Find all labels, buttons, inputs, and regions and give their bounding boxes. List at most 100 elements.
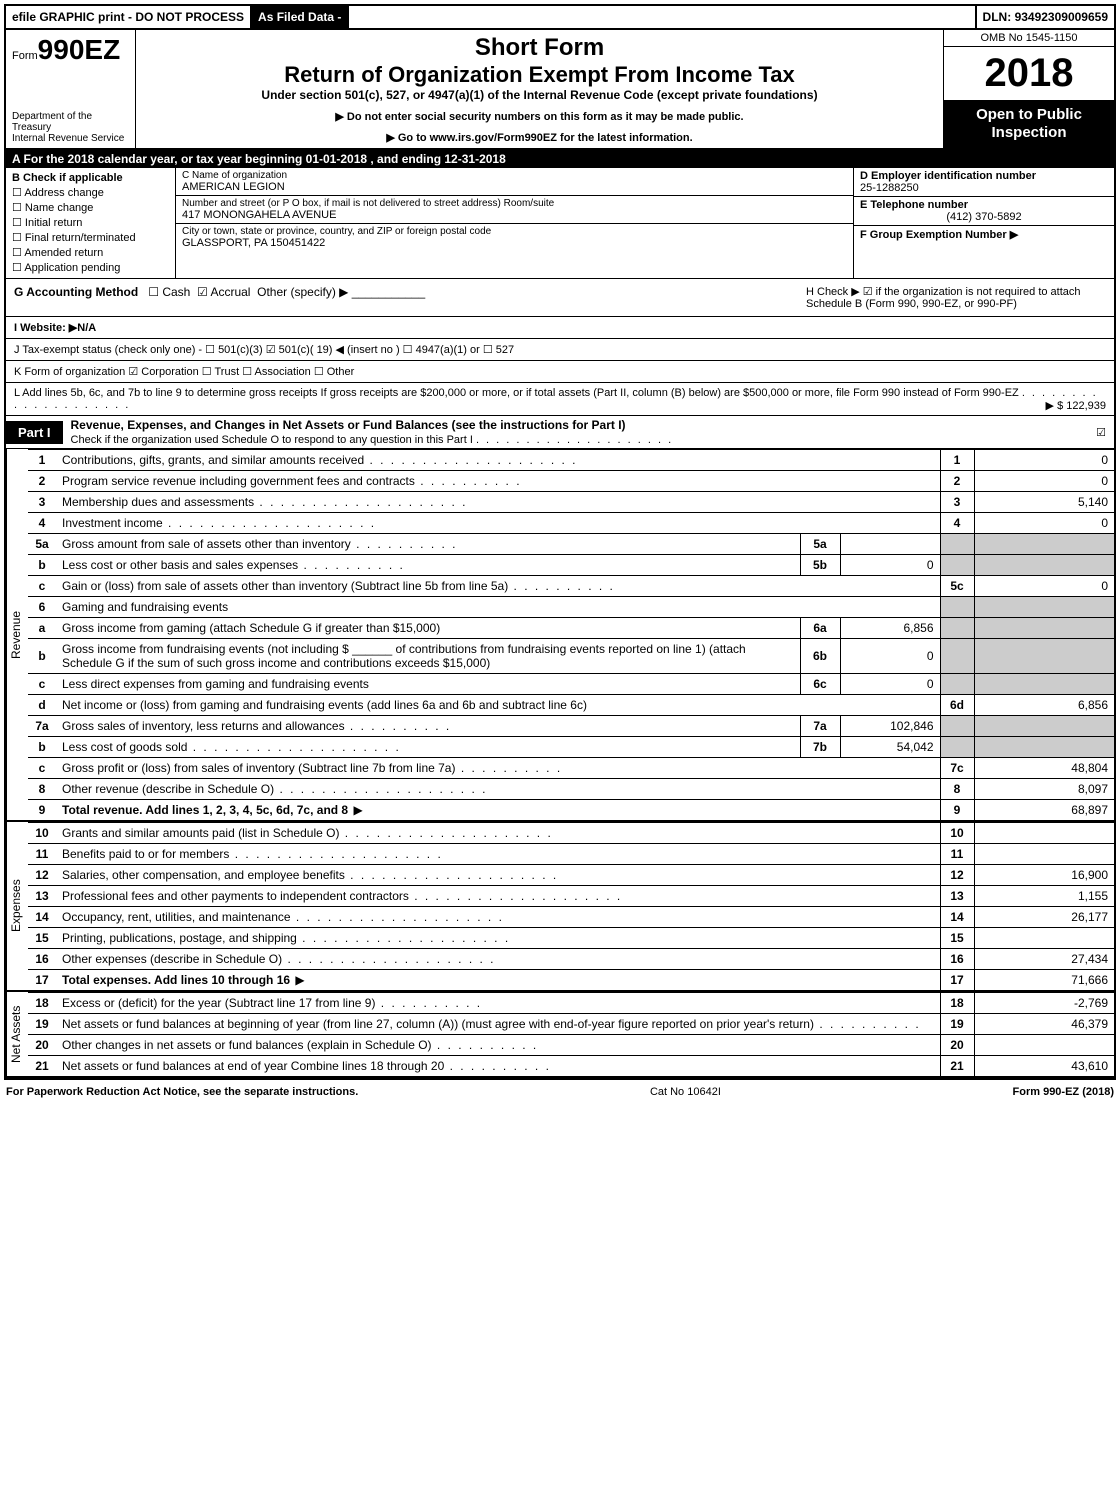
form-prefix: Form [12,50,38,62]
tel-row: E Telephone number (412) 370-5892 [854,197,1114,226]
part1-checked[interactable]: ☑ [1088,424,1114,441]
line-6d-box: 6d [940,695,974,716]
line-8-box: 8 [940,779,974,800]
line-7c-desc: Gross profit or (loss) from sales of inv… [62,761,455,775]
shade [974,639,1114,674]
shade [974,618,1114,639]
revenue-section: Revenue 1 Contributions, gifts, grants, … [6,449,1114,822]
check-amended-return[interactable]: Amended return [12,246,169,259]
line-5b: b Less cost or other basis and sales exp… [28,555,1114,576]
check-initial-return[interactable]: Initial return [12,216,169,229]
ein-value: 25-1288250 [860,182,1108,194]
line-8-num: 8 [28,779,56,800]
line-6d-val: 6,856 [974,695,1114,716]
open-public: Open to Public Inspection [944,100,1114,148]
line-6-desc: Gaming and fundraising events [56,597,940,618]
line-10-num: 10 [28,823,56,844]
line-10-box: 10 [940,823,974,844]
g-label: G Accounting Method [14,285,138,299]
line-5c-box: 5c [940,576,974,597]
line-6c: c Less direct expenses from gaming and f… [28,674,1114,695]
line-21-box: 21 [940,1056,974,1077]
org-addr-row: Number and street (or P O box, if mail i… [176,196,853,224]
shade [974,674,1114,695]
shade [974,716,1114,737]
line-18-val: -2,769 [974,993,1114,1014]
line-14-val: 26,177 [974,907,1114,928]
line-2-desc: Program service revenue including govern… [62,474,415,488]
line-7a-desc: Gross sales of inventory, less returns a… [62,719,345,733]
tax-year: 2018 [944,47,1114,100]
line-2-num: 2 [28,471,56,492]
dots [254,495,467,509]
header-right: OMB No 1545-1150 2018 Open to Public Ins… [944,30,1114,148]
line-18-box: 18 [940,993,974,1014]
footer-right: Form 990-EZ (2018) [1013,1086,1114,1098]
line-15-val [974,928,1114,949]
form-subtitle: Under section 501(c), 527, or 4947(a)(1)… [146,88,933,102]
line-11: 11 Benefits paid to or for members 11 [28,844,1114,865]
line-6d: d Net income or (loss) from gaming and f… [28,695,1114,716]
line-7c: c Gross profit or (loss) from sales of i… [28,758,1114,779]
form-container: efile GRAPHIC print - DO NOT PROCESS As … [4,4,1116,1080]
department: Department of the Treasury Internal Reve… [12,111,129,144]
line-12-val: 16,900 [974,865,1114,886]
check-name-change[interactable]: Name change [12,201,169,214]
line-13-num: 13 [28,886,56,907]
line-16-desc: Other expenses (describe in Schedule O) [62,952,282,966]
line-4-num: 4 [28,513,56,534]
line-6-num: 6 [28,597,56,618]
dots [297,931,510,945]
dots [290,973,307,987]
netassets-section: Net Assets 18 Excess or (deficit) for th… [6,992,1114,1078]
line-6c-num: c [28,674,56,695]
netassets-label: Net Assets [6,992,28,1076]
line-19: 19 Net assets or fund balances at beginn… [28,1014,1114,1035]
shade [940,534,974,555]
line-8-val: 8,097 [974,779,1114,800]
part1-dots [476,434,673,446]
line-6b-desc: Gross income from fundraising events (no… [56,639,800,674]
l-text: L Add lines 5b, 6c, and 7b to line 9 to … [14,387,1019,399]
line-18-desc: Excess or (deficit) for the year (Subtra… [62,996,375,1010]
note2: ▶ Go to www.irs.gov/Form990EZ for the la… [146,131,933,144]
line-6a: a Gross income from gaming (attach Sched… [28,618,1114,639]
line-14: 14 Occupancy, rent, utilities, and maint… [28,907,1114,928]
l-amount: ▶ $ 122,939 [1046,399,1106,412]
line-21: 21 Net assets or fund balances at end of… [28,1056,1114,1077]
accrual-checkbox[interactable]: Accrual [197,285,250,299]
line-5c-num: c [28,576,56,597]
line-21-desc: Net assets or fund balances at end of ye… [62,1059,444,1073]
cash-checkbox[interactable]: Cash [148,285,190,299]
line-7b: b Less cost of goods sold 7b 54,042 [28,737,1114,758]
dots [348,803,365,817]
org-name-row: C Name of organization AMERICAN LEGION [176,168,853,196]
row-j: J Tax-exempt status (check only one) - ☐… [6,339,1114,361]
line-14-num: 14 [28,907,56,928]
line-1-desc: Contributions, gifts, grants, and simila… [62,453,364,467]
dots [339,826,552,840]
line-3-box: 3 [940,492,974,513]
line-10-desc: Grants and similar amounts paid (list in… [62,826,339,840]
line-5b-sub: 5b [800,555,840,576]
line-4: 4 Investment income 4 0 [28,513,1114,534]
line-9-val: 68,897 [974,800,1114,821]
line-19-num: 19 [28,1014,56,1035]
expenses-label: Expenses [6,822,28,990]
b-header: B Check if applicable [12,172,169,184]
line-5b-desc: Less cost or other basis and sales expen… [62,558,298,572]
check-final-return[interactable]: Final return/terminated [12,231,169,244]
h-check: H Check ▶ ☑ if the organization is not r… [806,285,1106,310]
line-12-box: 12 [940,865,974,886]
short-form-title: Short Form [146,34,933,62]
check-address-change[interactable]: Address change [12,186,169,199]
dots [298,558,405,572]
dots [432,1038,539,1052]
check-application-pending[interactable]: Application pending [12,261,169,274]
line-6b-sub: 6b [800,639,840,674]
other-specify[interactable]: Other (specify) ▶ [257,285,348,299]
dept3: Internal Revenue Service [12,133,129,144]
shade [974,534,1114,555]
line-6: 6 Gaming and fundraising events [28,597,1114,618]
line-12: 12 Salaries, other compensation, and emp… [28,865,1114,886]
